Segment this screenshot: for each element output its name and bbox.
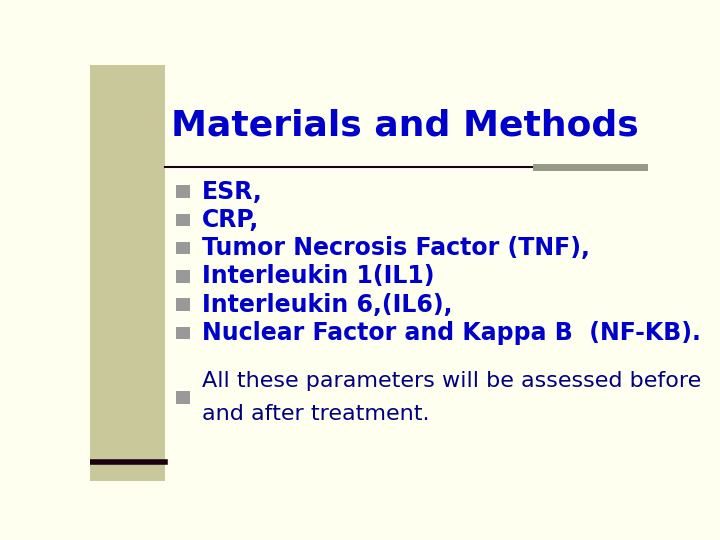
FancyBboxPatch shape [176, 299, 190, 311]
Text: All these parameters will be assessed before
and after treatment.: All these parameters will be assessed be… [202, 371, 701, 424]
FancyBboxPatch shape [176, 391, 190, 404]
FancyBboxPatch shape [176, 185, 190, 198]
FancyBboxPatch shape [176, 327, 190, 339]
FancyBboxPatch shape [176, 242, 190, 254]
Text: Interleukin 6,(IL6),: Interleukin 6,(IL6), [202, 293, 452, 317]
Text: Nuclear Factor and Kappa B  (NF-KB).: Nuclear Factor and Kappa B (NF-KB). [202, 321, 701, 345]
Text: Tumor Necrosis Factor (TNF),: Tumor Necrosis Factor (TNF), [202, 236, 590, 260]
Text: Interleukin 1(IL1): Interleukin 1(IL1) [202, 265, 434, 288]
FancyBboxPatch shape [176, 214, 190, 226]
Text: CRP,: CRP, [202, 208, 259, 232]
Text: Materials and Methods: Materials and Methods [171, 109, 639, 143]
FancyBboxPatch shape [90, 65, 166, 481]
Text: ESR,: ESR, [202, 180, 262, 204]
FancyBboxPatch shape [176, 270, 190, 282]
